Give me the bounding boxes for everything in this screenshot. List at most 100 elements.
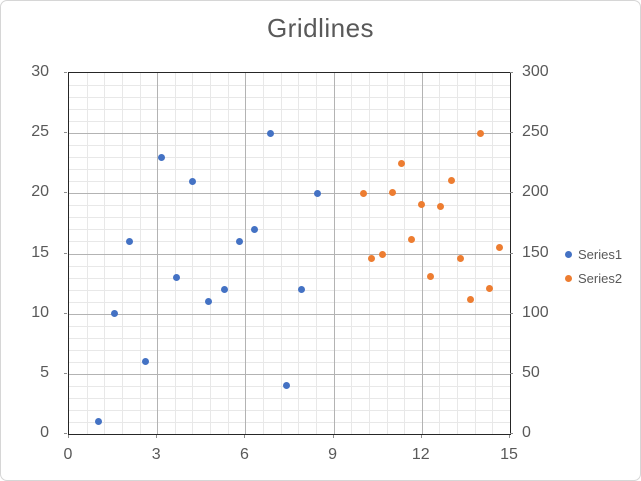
axis-tick [156, 435, 158, 438]
axis-tick [244, 435, 246, 438]
data-point-series1 [283, 382, 291, 390]
minor-gridline [69, 265, 510, 267]
axis-tick [510, 433, 513, 434]
minor-gridline [69, 169, 510, 171]
minor-gridline [69, 361, 510, 363]
data-point-series1 [188, 177, 196, 185]
x-tick-label: 9 [328, 446, 338, 463]
axis-tick [510, 72, 513, 73]
y-left-tick-label: 0 [40, 424, 49, 441]
axis-tick [64, 312, 67, 314]
y-left-tick-label: 30 [31, 63, 49, 80]
minor-gridline [69, 205, 510, 207]
data-point-series1 [313, 189, 321, 197]
axis-tick [510, 312, 513, 314]
data-point-series2 [388, 188, 396, 196]
minor-gridline [69, 181, 510, 183]
series1-marker-icon [565, 251, 572, 258]
minor-gridline [69, 409, 510, 411]
minor-gridline [69, 325, 510, 327]
minor-gridline [69, 229, 510, 231]
axis-tick [509, 435, 510, 438]
x-tick-label: 6 [239, 446, 249, 463]
y-right-tick-label: 250 [522, 123, 549, 141]
chart-title: Gridlines [266, 13, 375, 43]
y-right-tick-label: 0 [522, 424, 531, 441]
data-point-series1 [141, 358, 149, 366]
minor-gridline [69, 421, 510, 423]
data-point-series1 [172, 274, 180, 282]
minor-gridline [69, 145, 510, 147]
x-tick-label: 0 [63, 446, 73, 463]
major-gridline [69, 373, 510, 375]
y-right-tick-label: 150 [522, 243, 549, 261]
data-point-series1 [236, 237, 244, 245]
legend-item-series1: Series1 [565, 247, 622, 262]
minor-gridline [69, 85, 510, 87]
data-point-series1 [111, 310, 119, 318]
data-point-series2 [378, 251, 386, 259]
axis-tick [510, 192, 513, 194]
data-point-series2 [427, 272, 435, 280]
major-gridline [69, 253, 510, 255]
x-tick-label: 15 [500, 446, 518, 463]
axis-tick [64, 252, 67, 254]
y-right-tick-label: 100 [522, 303, 549, 321]
axis-tick [68, 435, 69, 438]
plot-area [68, 72, 511, 435]
data-point-series2 [418, 200, 426, 208]
data-point-series2 [447, 176, 455, 184]
y-left-tick-label: 10 [31, 303, 49, 321]
legend-item-series2: Series2 [565, 271, 622, 286]
data-point-series2 [466, 295, 474, 303]
data-point-series2 [456, 254, 464, 262]
legend: Series1 Series2 [565, 247, 622, 286]
data-point-series2 [368, 254, 376, 262]
data-point-series1 [158, 153, 166, 161]
x-tick-label: 12 [411, 446, 430, 463]
axis-tick [64, 433, 67, 434]
x-tick-label: 3 [151, 446, 161, 463]
major-gridline [69, 193, 510, 195]
legend-label-series2: Series2 [578, 271, 623, 286]
minor-gridline [69, 97, 510, 99]
data-point-series1 [125, 237, 133, 245]
axis-tick [510, 252, 513, 254]
minor-gridline [69, 349, 510, 351]
data-point-series2 [408, 235, 415, 243]
y-left-tick-label: 20 [31, 183, 49, 201]
y-left-tick-label: 25 [31, 123, 49, 141]
data-point-series1 [221, 286, 229, 294]
minor-gridline [69, 397, 510, 399]
series2-marker-icon [565, 275, 572, 282]
axis-tick [510, 372, 513, 374]
data-point-series2 [485, 284, 493, 292]
minor-gridline [69, 337, 510, 339]
data-point-series1 [266, 129, 274, 137]
minor-gridline [69, 217, 510, 219]
data-point-series2 [397, 159, 405, 167]
y-right-tick-label: 200 [522, 183, 549, 201]
data-point-series1 [250, 225, 258, 233]
data-point-series2 [496, 243, 504, 251]
axis-tick [64, 132, 67, 134]
axis-tick [332, 435, 334, 438]
axis-tick [64, 192, 67, 194]
minor-gridline [69, 301, 510, 303]
data-point-series1 [297, 286, 305, 294]
minor-gridline [69, 121, 510, 123]
axis-tick [510, 132, 513, 134]
axis-tick [64, 372, 67, 374]
major-gridline [69, 133, 510, 135]
minor-gridline [69, 241, 510, 243]
y-left-tick-label: 5 [40, 363, 49, 381]
legend-label-series1: Series1 [578, 247, 623, 262]
data-point-series2 [437, 203, 445, 211]
minor-gridline [69, 277, 510, 279]
data-point-series2 [359, 189, 367, 197]
axis-tick [420, 435, 422, 438]
y-right-tick-label: 300 [522, 63, 549, 80]
minor-gridline [69, 157, 510, 159]
data-point-series1 [205, 298, 213, 306]
